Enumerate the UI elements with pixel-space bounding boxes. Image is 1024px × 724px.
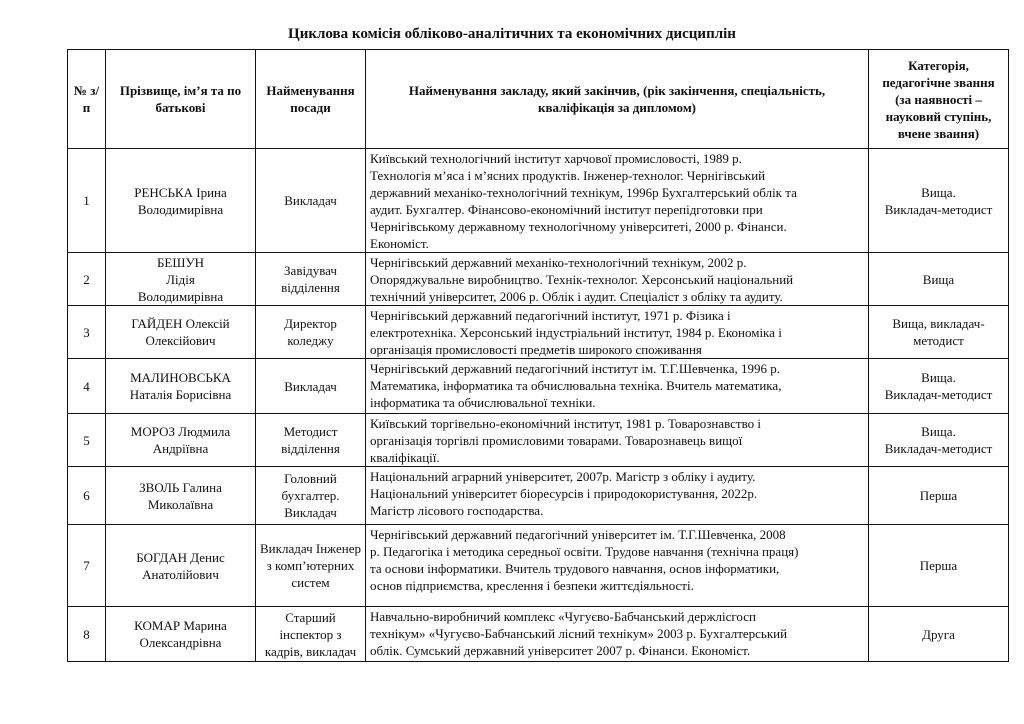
cell-category: Вища. Викладач-методист bbox=[868, 413, 1009, 467]
cell-name: РЕНСЬКА Ірина Володимирівна bbox=[105, 148, 256, 253]
cell-name: МОРОЗ Людмила Андріївна bbox=[105, 413, 256, 467]
header-name: Прізвище, ім’я та по батькові bbox=[105, 49, 256, 149]
cell-name: БОГДАН Денис Анатолійович bbox=[105, 524, 256, 607]
cell-position: Викладач bbox=[255, 358, 366, 414]
table-row: 6 ЗВОЛЬ Галина Миколаївна Головний бухгалт… bbox=[67, 466, 1009, 525]
cell-category: Перша bbox=[868, 466, 1009, 525]
page-title: Циклова комісія обліково-аналітичних та … bbox=[288, 26, 736, 42]
cell-education: Чернігівський державний механіко-техноло… bbox=[365, 252, 869, 306]
cell-num: 3 bbox=[67, 305, 106, 359]
cell-num: 1 bbox=[67, 148, 106, 253]
cell-num: 2 bbox=[67, 252, 106, 306]
cell-num: 7 bbox=[67, 524, 106, 607]
cell-num: 6 bbox=[67, 466, 106, 525]
cell-name: БЕШУН Лідія Володимирівна bbox=[105, 252, 256, 306]
cell-position: Головний бухгалтер. Викладач bbox=[255, 466, 366, 525]
cell-num: 5 bbox=[67, 413, 106, 467]
header-position: Найменування посади bbox=[255, 49, 366, 149]
table-header-row: № з/п Прізвище, ім’я та по батькові Найм… bbox=[67, 49, 1009, 149]
table-row: 4 МАЛИНОВСЬКА Наталія Борисівна Викладач Че… bbox=[67, 358, 1009, 414]
cell-name: МАЛИНОВСЬКА Наталія Борисівна bbox=[105, 358, 256, 414]
cell-name: КОМАР Марина Олександрівна bbox=[105, 606, 256, 662]
cell-position: Викладач bbox=[255, 148, 366, 253]
cell-position: Директор коледжу bbox=[255, 305, 366, 359]
table-row: 7 БОГДАН Денис Анатолійович Викладач Інжен… bbox=[67, 524, 1009, 607]
cell-category: Вища. Викладач-методист bbox=[868, 358, 1009, 414]
header-education: Найменування закладу, який закінчив, (рі… bbox=[365, 49, 869, 149]
table-row: 3 ГАЙДЕН Олексій Олексійович Директор коле… bbox=[67, 305, 1009, 359]
cell-education: Чернігівський державний педагогічний інс… bbox=[365, 358, 869, 414]
cell-position: Викладач Інженер з комп’ютерних систем bbox=[255, 524, 366, 607]
header-num: № з/п bbox=[67, 49, 106, 149]
cell-num: 4 bbox=[67, 358, 106, 414]
table-row: 1 РЕНСЬКА Ірина Володимирівна Викладач Київ… bbox=[67, 148, 1009, 253]
cell-education: Навчально-виробничий комплекс «Чугуєво-Б… bbox=[365, 606, 869, 662]
cell-education: Національний аграрний університет, 2007р… bbox=[365, 466, 869, 525]
cell-position: Завідувач відділення bbox=[255, 252, 366, 306]
cell-category: Вища. Викладач-методист bbox=[868, 148, 1009, 253]
header-category: Категорія, педагогічне звання (за наявно… bbox=[868, 49, 1009, 149]
cell-education: Чернігівський державний педагогічний уні… bbox=[365, 524, 869, 607]
cell-category: Перша bbox=[868, 524, 1009, 607]
cell-name: ГАЙДЕН Олексій Олексійович bbox=[105, 305, 256, 359]
cell-position: Старший інспектор з кадрів, викладач bbox=[255, 606, 366, 662]
cell-education: Чернігівський державний педагогічний інс… bbox=[365, 305, 869, 359]
cell-category: Друга bbox=[868, 606, 1009, 662]
table-row: 8 КОМАР Марина Олександрівна Старший інспе… bbox=[67, 606, 1009, 662]
staff-table: № з/п Прізвище, ім’я та по батькові Найм… bbox=[67, 49, 1009, 662]
table-row: 5 МОРОЗ Людмила Андріївна Методист відділе… bbox=[67, 413, 1009, 467]
cell-category: Вища, викладач-методист bbox=[868, 305, 1009, 359]
cell-education: Київський технологічний інститут харчово… bbox=[365, 148, 869, 253]
cell-category: Вища bbox=[868, 252, 1009, 306]
cell-position: Методист відділення bbox=[255, 413, 366, 467]
cell-education: Київський торгівельно-економічний інстит… bbox=[365, 413, 869, 467]
cell-name: ЗВОЛЬ Галина Миколаївна bbox=[105, 466, 256, 525]
table-row: 2 БЕШУН Лідія Володимирівна Завідувач відд… bbox=[67, 252, 1009, 306]
cell-num: 8 bbox=[67, 606, 106, 662]
